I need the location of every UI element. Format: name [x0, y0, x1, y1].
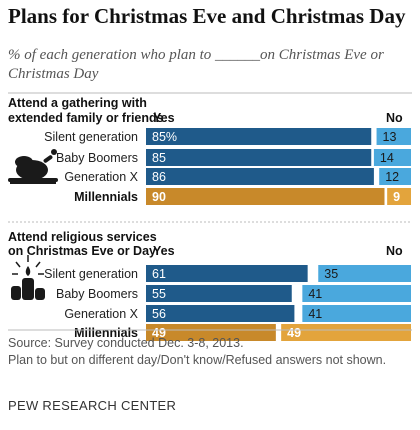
bar-yes	[146, 188, 385, 205]
category-label: Baby Boomers	[56, 151, 138, 165]
source-note: Source: Survey conducted Dec. 3-8, 2013.	[8, 336, 244, 350]
category-label: Silent generation	[44, 267, 138, 281]
candles-icon	[11, 255, 45, 300]
value-label-yes: 86	[152, 170, 166, 184]
value-label-yes: 56	[152, 307, 166, 321]
bar-yes	[146, 149, 372, 166]
roast-turkey-icon	[8, 149, 58, 184]
value-label-no: 14	[380, 151, 394, 165]
bar-yes	[146, 168, 374, 185]
value-label-no: 13	[383, 130, 397, 144]
section-1-title-line-1: Attend a gathering with	[8, 96, 147, 110]
category-label: Generation X	[64, 307, 138, 321]
value-label-no: 41	[308, 287, 322, 301]
bar-yes	[146, 285, 292, 302]
chart-title: Plans for Christmas Eve and Christmas Da…	[8, 4, 406, 28]
value-label-no: 41	[308, 307, 322, 321]
value-label-yes: 85	[152, 151, 166, 165]
brand-label: PEW RESEARCH CENTER	[8, 398, 177, 413]
value-label-no: 12	[385, 170, 399, 184]
bar-yes	[146, 128, 372, 145]
category-label: Silent generation	[44, 130, 138, 144]
answers-note: Plan to but on different day/Don't know/…	[8, 353, 387, 367]
section-2-title-line-2: on Christmas Eve or Day	[8, 244, 156, 258]
value-label-no: 9	[393, 190, 400, 204]
bar-yes	[146, 324, 276, 341]
section-1-no-header: No	[386, 111, 403, 125]
bar-no	[302, 305, 411, 322]
value-label-no: 35	[324, 267, 338, 281]
value-label-yes: 85%	[152, 130, 177, 144]
section-1-bars: Silent generation 85% 13 Baby Boomers 85 14 Ge…	[44, 128, 411, 205]
value-label-yes: 55	[152, 287, 166, 301]
bar-yes	[146, 265, 308, 282]
value-label-yes: 90	[152, 190, 166, 204]
bar-no	[373, 149, 411, 166]
section-2-title-line-1: Attend religious services	[8, 230, 157, 244]
chart-subtitle: % of each generation who plan to ______o…	[8, 47, 384, 82]
bar-no	[376, 128, 411, 145]
bar-no	[318, 265, 411, 282]
category-label: Generation X	[64, 170, 138, 184]
section-1-title-line-2: extended family or friends	[8, 111, 164, 125]
section-2-yes-header: Yes	[153, 244, 175, 258]
category-label: Millennials	[74, 190, 138, 204]
section-2-no-header: No	[386, 244, 403, 258]
bar-no	[302, 285, 411, 302]
category-label: Baby Boomers	[56, 287, 138, 301]
bar-no	[281, 324, 411, 341]
value-label-yes: 61	[152, 267, 166, 281]
section-2-bars: Silent generation 61 35 Baby Boomers 55 41 Gen…	[44, 265, 411, 341]
section-1-yes-header: Yes	[153, 111, 175, 125]
value-label-no: 49	[287, 326, 301, 340]
bar-no	[379, 168, 411, 185]
bar-yes	[146, 305, 295, 322]
bar-no	[387, 188, 411, 205]
